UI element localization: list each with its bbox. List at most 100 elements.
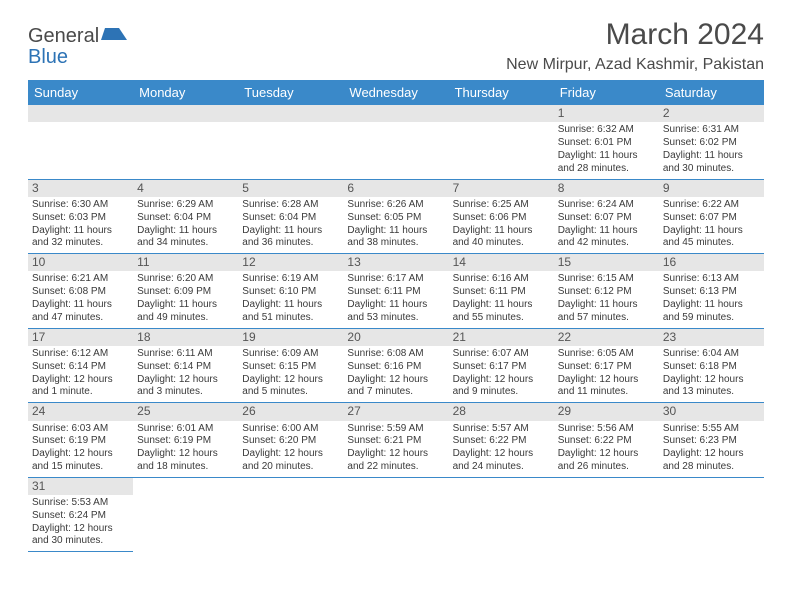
brand-name-1: General (28, 25, 99, 47)
day-number: 14 (449, 254, 554, 271)
day-number: 27 (343, 403, 448, 420)
sunset-text: Sunset: 6:03 PM (32, 212, 129, 225)
daylight-text: Daylight: 11 hours and 34 minutes. (137, 225, 234, 251)
day-number: 21 (449, 329, 554, 346)
calendar-cell: 4Sunrise: 6:29 AMSunset: 6:04 PMDaylight… (133, 180, 238, 255)
day-number: 15 (554, 254, 659, 271)
calendar-cell: 12Sunrise: 6:19 AMSunset: 6:10 PMDayligh… (238, 254, 343, 329)
calendar-cell: 9Sunrise: 6:22 AMSunset: 6:07 PMDaylight… (659, 180, 764, 255)
sunrise-text: Sunrise: 6:13 AM (663, 273, 760, 286)
day-number: 22 (554, 329, 659, 346)
weekday-header-cell: Friday (554, 80, 659, 105)
sunrise-text: Sunrise: 5:53 AM (32, 497, 129, 510)
sunset-text: Sunset: 6:17 PM (558, 361, 655, 374)
sunset-text: Sunset: 6:02 PM (663, 137, 760, 150)
day-number: 1 (554, 105, 659, 122)
daylight-text: Daylight: 11 hours and 59 minutes. (663, 299, 760, 325)
daylight-text: Daylight: 12 hours and 24 minutes. (453, 448, 550, 474)
calendar-cell: 16Sunrise: 6:13 AMSunset: 6:13 PMDayligh… (659, 254, 764, 329)
calendar-cell: 27Sunrise: 5:59 AMSunset: 6:21 PMDayligh… (343, 403, 448, 478)
calendar-cell-empty (449, 105, 554, 180)
sunrise-text: Sunrise: 6:30 AM (32, 199, 129, 212)
day-number: 17 (28, 329, 133, 346)
calendar-cell-empty (133, 105, 238, 180)
weekday-header-cell: Monday (133, 80, 238, 105)
day-number: 18 (133, 329, 238, 346)
daylight-text: Daylight: 11 hours and 38 minutes. (347, 225, 444, 251)
daylight-text: Daylight: 11 hours and 53 minutes. (347, 299, 444, 325)
daylight-text: Daylight: 12 hours and 11 minutes. (558, 374, 655, 400)
calendar-cell: 28Sunrise: 5:57 AMSunset: 6:22 PMDayligh… (449, 403, 554, 478)
calendar-cell: 25Sunrise: 6:01 AMSunset: 6:19 PMDayligh… (133, 403, 238, 478)
calendar-cell: 2Sunrise: 6:31 AMSunset: 6:02 PMDaylight… (659, 105, 764, 180)
calendar-cell: 11Sunrise: 6:20 AMSunset: 6:09 PMDayligh… (133, 254, 238, 329)
daylight-text: Daylight: 11 hours and 47 minutes. (32, 299, 129, 325)
sunset-text: Sunset: 6:05 PM (347, 212, 444, 225)
daylight-text: Daylight: 12 hours and 7 minutes. (347, 374, 444, 400)
calendar-grid: 1Sunrise: 6:32 AMSunset: 6:01 PMDaylight… (28, 105, 764, 552)
sunrise-text: Sunrise: 5:55 AM (663, 423, 760, 436)
calendar-cell: 3Sunrise: 6:30 AMSunset: 6:03 PMDaylight… (28, 180, 133, 255)
sunrise-text: Sunrise: 6:20 AM (137, 273, 234, 286)
daylight-text: Daylight: 12 hours and 9 minutes. (453, 374, 550, 400)
sunset-text: Sunset: 6:12 PM (558, 286, 655, 299)
sunrise-text: Sunrise: 6:28 AM (242, 199, 339, 212)
day-number: 26 (238, 403, 343, 420)
sunset-text: Sunset: 6:07 PM (558, 212, 655, 225)
sunset-text: Sunset: 6:17 PM (453, 361, 550, 374)
sunset-text: Sunset: 6:21 PM (347, 435, 444, 448)
daylight-text: Daylight: 12 hours and 18 minutes. (137, 448, 234, 474)
sunrise-text: Sunrise: 6:00 AM (242, 423, 339, 436)
sunrise-text: Sunrise: 6:08 AM (347, 348, 444, 361)
day-number: 5 (238, 180, 343, 197)
daylight-text: Daylight: 11 hours and 55 minutes. (453, 299, 550, 325)
day-number: 16 (659, 254, 764, 271)
day-number: 31 (28, 478, 133, 495)
header: GeneralBlue March 2024 New Mirpur, Azad … (28, 18, 764, 74)
daylight-text: Daylight: 11 hours and 40 minutes. (453, 225, 550, 251)
daylight-text: Daylight: 12 hours and 22 minutes. (347, 448, 444, 474)
calendar-cell: 31 Sunrise: 5:53 AMSunset: 6:24 PMDayligh… (28, 478, 133, 553)
sunset-text: Sunset: 6:15 PM (242, 361, 339, 374)
calendar-cell: 19Sunrise: 6:09 AMSunset: 6:15 PMDayligh… (238, 329, 343, 404)
day-number: 13 (343, 254, 448, 271)
calendar-cell: 6Sunrise: 6:26 AMSunset: 6:05 PMDaylight… (343, 180, 448, 255)
title-block: March 2024 New Mirpur, Azad Kashmir, Pak… (506, 18, 764, 74)
daylight-text: Daylight: 11 hours and 45 minutes. (663, 225, 760, 251)
day-number: 30 (659, 403, 764, 420)
daylight-text: Daylight: 11 hours and 30 minutes. (663, 150, 760, 176)
sunrise-text: Sunrise: 6:09 AM (242, 348, 339, 361)
calendar-cell: 20Sunrise: 6:08 AMSunset: 6:16 PMDayligh… (343, 329, 448, 404)
day-number: 11 (133, 254, 238, 271)
brand-text: GeneralBlue (28, 26, 127, 68)
daylight-text: Daylight: 11 hours and 42 minutes. (558, 225, 655, 251)
flag-icon (101, 26, 127, 42)
calendar-cell: 10Sunrise: 6:21 AMSunset: 6:08 PMDayligh… (28, 254, 133, 329)
calendar-weekday-header: SundayMondayTuesdayWednesdayThursdayFrid… (28, 80, 764, 105)
daylight-text: Daylight: 11 hours and 28 minutes. (558, 150, 655, 176)
sunset-text: Sunset: 6:24 PM (32, 510, 129, 523)
calendar-cell: 8Sunrise: 6:24 AMSunset: 6:07 PMDaylight… (554, 180, 659, 255)
sunset-text: Sunset: 6:04 PM (242, 212, 339, 225)
sunset-text: Sunset: 6:16 PM (347, 361, 444, 374)
calendar-cell-empty (238, 105, 343, 180)
sunset-text: Sunset: 6:20 PM (242, 435, 339, 448)
day-number: 6 (343, 180, 448, 197)
sunrise-text: Sunrise: 6:22 AM (663, 199, 760, 212)
daylight-text: Daylight: 12 hours and 30 minutes. (32, 523, 129, 549)
day-number: 2 (659, 105, 764, 122)
day-number: 7 (449, 180, 554, 197)
daylight-text: Daylight: 12 hours and 28 minutes. (663, 448, 760, 474)
day-number: 12 (238, 254, 343, 271)
sunrise-text: Sunrise: 6:01 AM (137, 423, 234, 436)
weekday-header-cell: Tuesday (238, 80, 343, 105)
daylight-text: Daylight: 12 hours and 26 minutes. (558, 448, 655, 474)
sunset-text: Sunset: 6:14 PM (32, 361, 129, 374)
sunrise-text: Sunrise: 6:05 AM (558, 348, 655, 361)
day-number: 24 (28, 403, 133, 420)
calendar-cell: 30Sunrise: 5:55 AMSunset: 6:23 PMDayligh… (659, 403, 764, 478)
sunrise-text: Sunrise: 6:24 AM (558, 199, 655, 212)
daylight-text: Daylight: 12 hours and 15 minutes. (32, 448, 129, 474)
sunrise-text: Sunrise: 6:15 AM (558, 273, 655, 286)
sunset-text: Sunset: 6:14 PM (137, 361, 234, 374)
